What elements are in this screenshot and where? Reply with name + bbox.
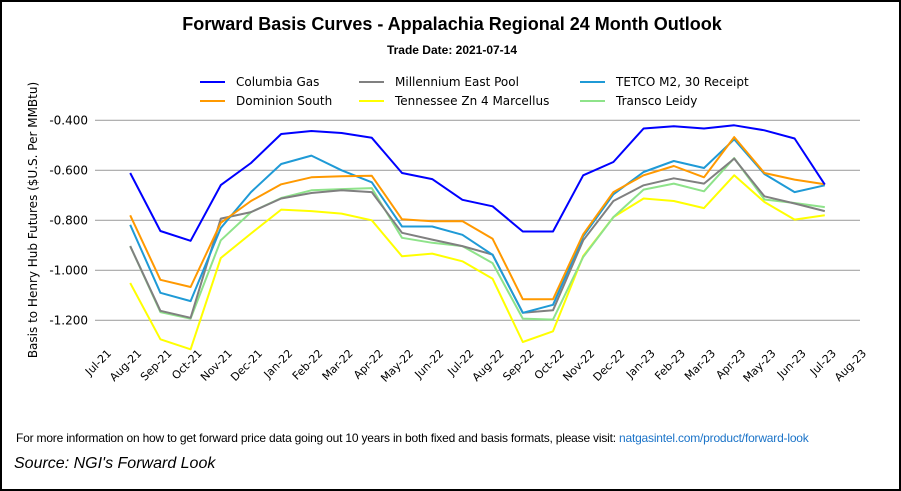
y-tick-label: -0.600 bbox=[49, 163, 88, 177]
source-label: Source: NGI's Forward Look bbox=[14, 455, 216, 472]
x-tick-label: Aug-21 bbox=[107, 347, 144, 384]
chart-subtitle: Trade Date: 2021-07-14 bbox=[387, 43, 517, 57]
y-tick-label: -1.000 bbox=[49, 263, 88, 277]
series-line-columbia-gas bbox=[129, 124, 826, 242]
x-tick-label: Jun-23 bbox=[774, 347, 809, 382]
legend-label: TETCO M2, 30 Receipt bbox=[615, 75, 749, 89]
legend-label: Dominion South bbox=[236, 94, 332, 108]
footer-note: For more information on how to get forwa… bbox=[16, 431, 809, 445]
series-line-tennessee-zn-4-marcellus bbox=[129, 174, 825, 351]
series-line-transco-leidy bbox=[129, 157, 825, 321]
forward-look-link[interactable]: natgasintel.com/product/forward-look bbox=[619, 431, 809, 445]
y-tick-label: -0.800 bbox=[49, 213, 88, 227]
legend-label: Columbia Gas bbox=[236, 75, 319, 89]
x-tick-label: Dec-21 bbox=[228, 347, 265, 384]
x-tick-label: Jan-23 bbox=[623, 347, 658, 382]
x-tick-label: Aug-23 bbox=[832, 347, 869, 384]
x-tick-label: Dec-22 bbox=[591, 347, 628, 384]
x-tick-label: Mar-23 bbox=[682, 347, 718, 383]
x-tick-label: Sep-21 bbox=[138, 347, 175, 384]
x-tick-label: Sep-22 bbox=[500, 347, 537, 384]
y-tick-label: -0.400 bbox=[49, 113, 88, 127]
y-tick-label: -1.200 bbox=[49, 313, 88, 327]
series-line-tetco-m2-30-receipt bbox=[129, 138, 826, 314]
x-tick-label: Aug-22 bbox=[470, 347, 507, 384]
x-tick-label: Feb-23 bbox=[652, 347, 688, 383]
legend-label: Transco Leidy bbox=[615, 94, 697, 108]
x-tick-label: May-22 bbox=[378, 347, 416, 385]
series-line-millennium-east-pool bbox=[129, 157, 826, 319]
x-tick-label: May-23 bbox=[741, 347, 779, 385]
x-tick-label: Jan-22 bbox=[261, 347, 296, 382]
legend-label: Tennessee Zn 4 Marcellus bbox=[394, 94, 549, 108]
legend-label: Millennium East Pool bbox=[395, 75, 519, 89]
x-tick-label: Nov-21 bbox=[198, 347, 235, 384]
x-tick-label: Nov-22 bbox=[560, 347, 597, 384]
x-tick-label: Feb-22 bbox=[290, 347, 326, 383]
x-tick-label: Jun-22 bbox=[412, 347, 447, 382]
chart-title: Forward Basis Curves - Appalachia Region… bbox=[182, 14, 722, 34]
series-line-dominion-south bbox=[129, 136, 825, 301]
y-axis-title: Basis to Henry Hub Futures ($U.S. Per MM… bbox=[26, 82, 40, 358]
x-tick-label: Mar-22 bbox=[320, 347, 356, 383]
footer-note-text: For more information on how to get forwa… bbox=[16, 431, 619, 445]
